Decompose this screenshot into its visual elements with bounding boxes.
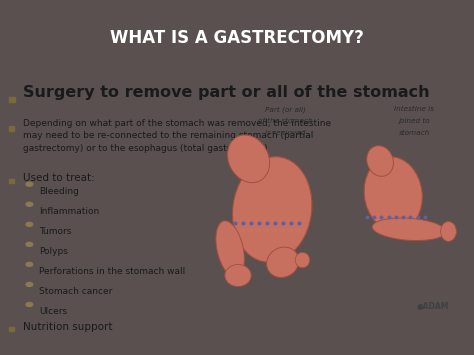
Ellipse shape — [367, 146, 393, 176]
Circle shape — [26, 222, 33, 226]
Text: Polyps: Polyps — [39, 247, 68, 256]
Ellipse shape — [216, 221, 245, 277]
Ellipse shape — [228, 135, 270, 182]
Text: joined to: joined to — [399, 118, 430, 124]
Text: Intestine is: Intestine is — [394, 106, 434, 112]
Ellipse shape — [364, 157, 422, 231]
Circle shape — [26, 242, 33, 246]
Text: Bleeding: Bleeding — [39, 186, 79, 196]
Text: stomach: stomach — [399, 130, 430, 136]
FancyBboxPatch shape — [9, 98, 15, 102]
Text: Ulcers: Ulcers — [39, 307, 67, 316]
Text: Perforations in the stomach wall: Perforations in the stomach wall — [39, 267, 185, 276]
Ellipse shape — [225, 264, 251, 286]
Ellipse shape — [372, 218, 446, 241]
Text: Inflammation: Inflammation — [39, 207, 99, 215]
Text: WHAT IS A GASTRECTOMY?: WHAT IS A GASTRECTOMY? — [110, 29, 364, 47]
Circle shape — [26, 202, 33, 206]
Text: Used to treat:: Used to treat: — [23, 173, 94, 183]
Text: Part (or all): Part (or all) — [265, 106, 306, 113]
Text: is removed: is removed — [265, 130, 306, 136]
Ellipse shape — [295, 252, 310, 268]
Text: Stomach cancer: Stomach cancer — [39, 287, 112, 296]
Ellipse shape — [267, 247, 299, 278]
Circle shape — [26, 302, 33, 306]
Text: ●ADAM: ●ADAM — [417, 302, 449, 311]
Text: Surgery to remove part or all of the stomach: Surgery to remove part or all of the sto… — [23, 86, 429, 100]
FancyBboxPatch shape — [9, 179, 14, 183]
FancyBboxPatch shape — [9, 327, 14, 331]
Ellipse shape — [441, 222, 456, 241]
Circle shape — [26, 182, 33, 186]
Circle shape — [26, 262, 33, 266]
Text: Nutrition support: Nutrition support — [23, 322, 112, 332]
Text: Tumors: Tumors — [39, 226, 71, 236]
Text: of the stomach: of the stomach — [258, 118, 313, 124]
FancyBboxPatch shape — [9, 126, 14, 131]
Ellipse shape — [233, 157, 312, 262]
Text: Depending on what part of the stomach was removed, the intestine
may need to be : Depending on what part of the stomach wa… — [23, 119, 331, 153]
Circle shape — [26, 283, 33, 286]
